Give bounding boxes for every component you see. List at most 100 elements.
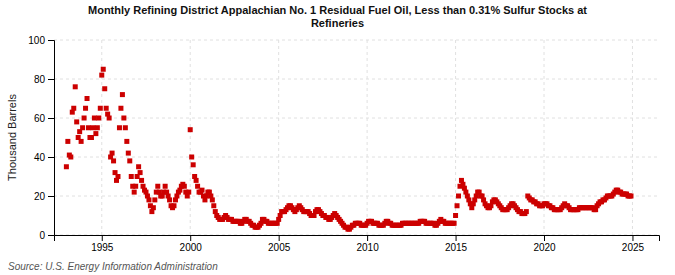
x-axis: 1995200020052010201520202025	[55, 235, 660, 253]
point	[90, 125, 95, 130]
point	[138, 170, 143, 175]
x-tick-label: 1995	[91, 242, 114, 253]
y-tick-mark	[48, 118, 54, 119]
y-tick: 0	[39, 230, 54, 241]
chart: 1995200020052010201520202025020406080100…	[0, 0, 675, 275]
y-tick-label: 80	[34, 74, 46, 85]
grid-line-y	[54, 157, 659, 158]
point	[107, 116, 112, 121]
point	[194, 178, 199, 183]
point	[133, 184, 138, 189]
title: Monthly Refining District Appalachian No…	[88, 4, 587, 29]
point	[129, 174, 134, 179]
point	[96, 116, 101, 121]
point	[95, 125, 100, 130]
y-tick: 60	[34, 113, 54, 124]
point	[455, 203, 460, 208]
point	[118, 106, 123, 111]
x-tick: 2020	[533, 235, 556, 253]
point	[79, 139, 84, 144]
point	[83, 106, 88, 111]
y-tick-mark	[48, 157, 54, 158]
grid-line-x	[190, 40, 191, 235]
x-tick: 2010	[356, 235, 379, 253]
point	[73, 84, 78, 89]
y-tick: 20	[34, 191, 54, 202]
point	[171, 203, 176, 208]
x-tick-label: 2000	[180, 242, 203, 253]
point	[456, 194, 461, 199]
point	[211, 203, 216, 208]
point	[127, 158, 132, 163]
point	[186, 190, 191, 195]
y-tick-label: 20	[34, 191, 46, 202]
point	[123, 125, 128, 130]
point	[120, 92, 125, 97]
point	[71, 106, 76, 111]
x-tick-label: 2005	[268, 242, 291, 253]
x-tick: 2005	[268, 235, 291, 253]
y-tick-label: 60	[34, 113, 46, 124]
grid-line-y	[54, 79, 659, 80]
point	[115, 174, 120, 179]
y-tick: 40	[34, 152, 54, 163]
point	[102, 86, 107, 91]
point	[136, 164, 141, 169]
point	[124, 139, 129, 144]
point	[151, 205, 156, 210]
point	[99, 73, 104, 78]
y-tick: 100	[28, 35, 54, 46]
y-axis-title: Thousand Barrels	[6, 94, 18, 181]
grid-line-y	[54, 118, 659, 119]
point	[210, 197, 215, 202]
point	[85, 96, 90, 101]
x-tick: 1995	[91, 235, 114, 253]
x-tick-label: 2015	[445, 242, 468, 253]
grid-line-x	[367, 40, 368, 235]
point	[152, 197, 157, 202]
x-tick-mark	[456, 235, 457, 241]
point	[104, 106, 109, 111]
point	[628, 194, 633, 199]
y-axis-line	[48, 41, 55, 236]
point	[452, 221, 457, 226]
y-tick-label: 0	[39, 230, 45, 241]
y-tick-mark	[48, 79, 54, 80]
point	[74, 119, 79, 124]
points	[64, 67, 634, 232]
point	[167, 197, 172, 202]
point	[139, 178, 144, 183]
x-tick: 2000	[180, 235, 203, 253]
grid	[54, 40, 659, 235]
point	[132, 190, 137, 195]
chart-container: 1995200020052010201520202025020406080100…	[0, 0, 675, 275]
point	[101, 67, 106, 72]
y-tick-mark	[48, 196, 54, 197]
point	[98, 106, 103, 111]
point	[163, 184, 168, 189]
point	[110, 151, 115, 156]
point	[86, 125, 91, 130]
point	[155, 184, 160, 189]
point	[111, 158, 116, 163]
x-tick-mark	[102, 235, 103, 241]
x-tick-mark	[190, 235, 191, 241]
grid-line-x	[632, 40, 633, 235]
point	[524, 209, 529, 214]
point	[89, 135, 94, 140]
point	[195, 184, 200, 189]
y-tick-mark	[48, 235, 54, 236]
point	[146, 197, 151, 202]
point	[200, 188, 205, 193]
x-tick-mark	[544, 235, 545, 241]
x-axis-line	[55, 236, 660, 242]
x-tick-mark	[367, 235, 368, 241]
x-tick-mark	[632, 235, 633, 241]
x-tick-label: 2010	[356, 242, 379, 253]
point	[453, 213, 458, 218]
point	[92, 116, 97, 121]
point	[191, 162, 196, 167]
point	[188, 127, 193, 132]
y-axis: 0 20 40 60 80 100	[28, 35, 54, 241]
x-tick-label: 2020	[533, 242, 556, 253]
